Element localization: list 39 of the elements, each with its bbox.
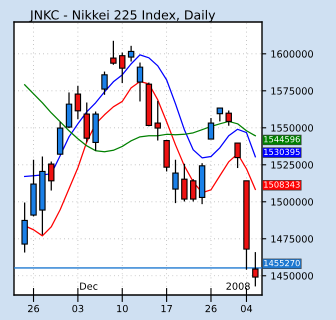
candlestick bbox=[190, 178, 196, 202]
candlestick bbox=[101, 70, 108, 96]
y-tick-label: 1600000 bbox=[271, 50, 313, 58]
candlestick bbox=[128, 45, 134, 62]
data-label: 1508343 bbox=[264, 181, 300, 188]
x-tick-label: 04 bbox=[240, 304, 252, 312]
candlestick bbox=[226, 110, 232, 126]
y-tick-label: 1550000 bbox=[271, 124, 313, 132]
ref-line-label: 1455270 bbox=[264, 260, 300, 266]
y-tick-label: 1500000 bbox=[271, 198, 313, 206]
candlestick bbox=[181, 163, 188, 202]
x-tick-label: 17 bbox=[162, 305, 172, 312]
annotation: Dec bbox=[80, 282, 98, 290]
y-tick-label: 1475000 bbox=[271, 235, 313, 243]
x-tick-label: 03 bbox=[72, 304, 84, 312]
chart-title: JNKC - Nikkei 225 Index, Daily bbox=[29, 10, 216, 22]
candlestick bbox=[216, 107, 224, 122]
candlestick bbox=[66, 92, 72, 129]
x-tick-label: 26 bbox=[206, 304, 217, 312]
data-label: 1530395 bbox=[264, 148, 300, 156]
candlestick bbox=[172, 159, 179, 204]
line-series bbox=[24, 84, 256, 152]
candlestick bbox=[119, 52, 126, 84]
candlestick bbox=[74, 85, 82, 120]
candlestick bbox=[110, 40, 117, 66]
candlestick bbox=[136, 62, 144, 102]
candlestick bbox=[48, 160, 54, 192]
y-tick-label: 1575000 bbox=[271, 87, 313, 95]
x-tick-label: 10 bbox=[117, 304, 128, 312]
x-tick-label: 26 bbox=[28, 304, 40, 312]
y-tick-label: 1450000 bbox=[271, 272, 313, 280]
candlestick bbox=[21, 202, 28, 254]
data-label: 1544596 bbox=[264, 136, 300, 142]
candlestick bbox=[208, 117, 214, 140]
candlestick bbox=[154, 100, 161, 142]
candlestick bbox=[252, 251, 259, 288]
candlestick bbox=[234, 142, 241, 169]
annotation: 2008 bbox=[226, 282, 250, 290]
y-tick-label: 1525000 bbox=[271, 161, 313, 169]
